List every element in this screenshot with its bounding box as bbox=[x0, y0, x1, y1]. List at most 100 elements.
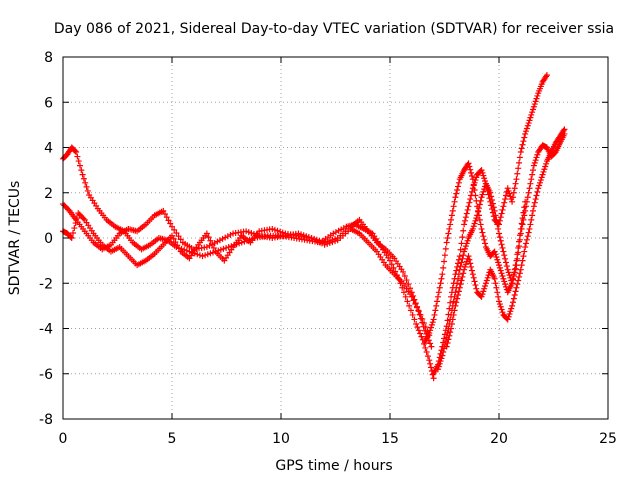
data-point bbox=[463, 240, 470, 247]
series-track-f bbox=[443, 126, 568, 350]
data-point bbox=[500, 248, 507, 255]
data-point bbox=[335, 227, 342, 234]
data-point bbox=[468, 169, 475, 176]
data-point bbox=[510, 271, 517, 278]
data-point bbox=[508, 305, 515, 312]
data-point bbox=[496, 264, 503, 271]
data-point bbox=[518, 262, 525, 269]
data-point bbox=[519, 141, 526, 148]
data-point bbox=[509, 275, 516, 282]
data-point bbox=[502, 259, 509, 266]
data-point bbox=[533, 192, 540, 199]
data-point bbox=[393, 272, 400, 279]
y-tick-label: 4 bbox=[44, 141, 53, 157]
data-point bbox=[412, 300, 419, 307]
data-point bbox=[470, 181, 477, 188]
data-point bbox=[452, 289, 459, 296]
data-point bbox=[482, 177, 489, 184]
data-point bbox=[446, 225, 453, 232]
data-point bbox=[441, 331, 448, 338]
y-tick-label: -2 bbox=[39, 276, 53, 292]
data-point bbox=[451, 198, 458, 205]
data-point bbox=[461, 245, 468, 252]
data-point bbox=[473, 285, 480, 292]
data-point bbox=[460, 270, 467, 277]
data-point bbox=[441, 252, 448, 259]
data-point bbox=[279, 229, 286, 236]
data-point bbox=[80, 215, 87, 222]
data-point bbox=[531, 159, 538, 166]
data-point bbox=[65, 206, 72, 213]
data-point bbox=[427, 327, 434, 334]
data-point bbox=[484, 274, 491, 281]
data-point bbox=[75, 158, 82, 165]
data-point bbox=[499, 309, 506, 316]
data-point bbox=[436, 284, 443, 291]
data-point bbox=[227, 231, 234, 238]
data-point bbox=[517, 225, 524, 232]
data-point bbox=[436, 360, 443, 367]
data-point bbox=[459, 273, 466, 280]
data-point bbox=[490, 204, 497, 211]
data-point bbox=[515, 165, 522, 172]
data-point bbox=[62, 203, 69, 210]
data-point bbox=[455, 260, 462, 267]
data-point bbox=[525, 120, 532, 127]
series-track-d bbox=[430, 72, 550, 377]
x-tick-label: 25 bbox=[599, 431, 617, 447]
data-point bbox=[500, 275, 507, 282]
data-point bbox=[473, 174, 480, 181]
data-point bbox=[529, 109, 536, 116]
data-point bbox=[439, 352, 446, 359]
data-point bbox=[531, 101, 538, 108]
data-point bbox=[534, 151, 541, 158]
data-point bbox=[466, 256, 473, 263]
data-point bbox=[172, 239, 179, 246]
data-point bbox=[527, 221, 534, 228]
data-point bbox=[219, 235, 226, 242]
data-point bbox=[326, 237, 333, 244]
data-point bbox=[461, 248, 468, 255]
data-point bbox=[456, 253, 463, 260]
data-point bbox=[516, 270, 523, 277]
data-point bbox=[338, 226, 345, 233]
data-point bbox=[478, 293, 485, 300]
data-point bbox=[430, 316, 437, 323]
data-point bbox=[170, 235, 177, 242]
data-point bbox=[77, 212, 84, 219]
data-point bbox=[415, 327, 422, 334]
data-point bbox=[447, 329, 454, 336]
y-tick-label: -8 bbox=[39, 412, 53, 428]
data-point bbox=[462, 214, 469, 221]
data-point bbox=[542, 163, 549, 170]
data-point bbox=[434, 366, 441, 373]
data-point bbox=[528, 216, 535, 223]
data-point bbox=[169, 232, 175, 239]
data-point bbox=[453, 284, 460, 291]
data-point bbox=[452, 194, 459, 201]
x-tick-labels: 0 5 10 15 20 25 bbox=[59, 431, 617, 447]
data-point bbox=[472, 282, 479, 289]
data-point bbox=[539, 171, 546, 178]
data-point bbox=[406, 302, 413, 309]
data-point bbox=[509, 194, 516, 201]
data-point bbox=[543, 160, 550, 167]
data-point bbox=[202, 252, 209, 259]
data-point bbox=[523, 236, 530, 243]
data-point bbox=[76, 211, 83, 218]
data-point bbox=[440, 349, 447, 356]
data-point bbox=[236, 240, 243, 247]
data-point bbox=[473, 215, 480, 222]
data-point bbox=[72, 148, 79, 155]
data-point bbox=[431, 311, 438, 318]
data-point bbox=[529, 212, 536, 219]
data-point bbox=[480, 172, 487, 179]
data-point bbox=[493, 254, 500, 261]
data-point bbox=[462, 261, 469, 268]
data-point bbox=[454, 280, 461, 287]
data-point bbox=[439, 271, 446, 278]
data-point bbox=[509, 280, 516, 287]
data-point bbox=[269, 225, 276, 232]
data-point bbox=[520, 253, 527, 260]
data-point bbox=[519, 221, 526, 228]
